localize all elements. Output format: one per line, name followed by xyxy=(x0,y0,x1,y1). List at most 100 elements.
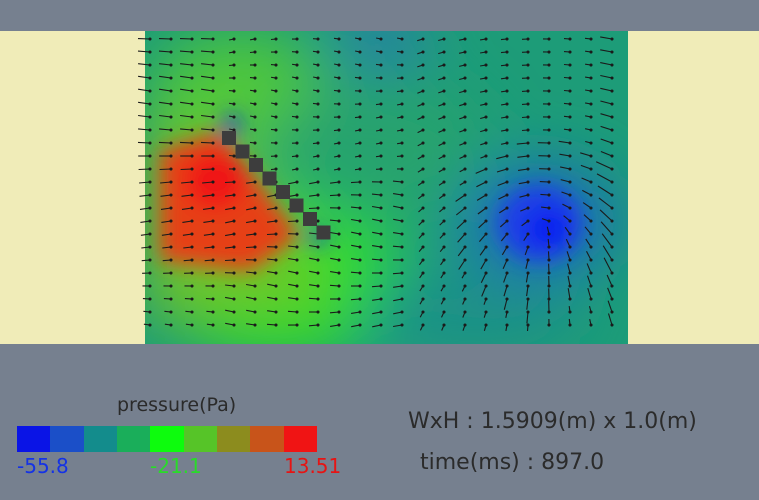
vector-origin xyxy=(484,245,488,249)
velocity-vector xyxy=(181,207,193,210)
vector-origin xyxy=(316,128,320,132)
vector-origin xyxy=(505,115,509,119)
vector-origin xyxy=(232,128,236,132)
velocity-vector xyxy=(180,128,193,131)
vector-origin xyxy=(442,141,446,145)
vector-origin xyxy=(505,167,509,171)
velocity-vector xyxy=(518,181,529,185)
vector-origin xyxy=(568,76,572,80)
vector-origin xyxy=(274,50,278,54)
vector-origin xyxy=(295,284,299,288)
vector-origin xyxy=(253,206,257,210)
vector-origin xyxy=(316,206,320,210)
velocity-vector xyxy=(480,259,487,270)
vector-origin xyxy=(211,310,215,314)
vector-origin xyxy=(547,219,551,223)
vector-origin xyxy=(526,206,530,210)
vector-origin xyxy=(295,193,299,197)
vector-origin xyxy=(421,89,425,93)
vector-origin xyxy=(316,63,320,67)
legend-swatch xyxy=(116,426,151,452)
velocity-vector xyxy=(180,101,193,105)
vector-origin xyxy=(190,89,194,93)
velocity-vector xyxy=(481,285,487,297)
velocity-vector xyxy=(582,202,592,209)
vector-origin xyxy=(442,323,446,327)
velocity-vector xyxy=(596,173,613,183)
vector-origin xyxy=(358,297,362,301)
vector-origin xyxy=(358,284,362,288)
vector-origin xyxy=(274,297,278,301)
obstacle-cell xyxy=(316,225,331,240)
vector-origin xyxy=(169,37,173,41)
vector-origin xyxy=(547,89,551,93)
velocity-vector xyxy=(201,168,214,171)
vector-origin xyxy=(484,193,488,197)
vector-origin xyxy=(169,206,173,210)
vector-origin xyxy=(484,89,488,93)
velocity-vector xyxy=(602,245,613,261)
vector-origin xyxy=(547,50,551,54)
vector-origin xyxy=(253,63,257,67)
vector-origin xyxy=(274,219,278,223)
vector-origin xyxy=(400,76,404,80)
vector-origin xyxy=(526,193,530,197)
vector-origin xyxy=(379,180,383,184)
vector-origin xyxy=(337,115,341,119)
vector-origin xyxy=(358,206,362,210)
vector-origin xyxy=(463,50,467,54)
vector-origin xyxy=(421,219,425,223)
vector-origin xyxy=(358,193,362,197)
vector-origin xyxy=(379,297,383,301)
vector-origin xyxy=(442,219,446,223)
vector-origin xyxy=(358,219,362,223)
vector-origin xyxy=(505,245,509,249)
vector-origin xyxy=(505,50,509,54)
legend-min-label: -55.8 xyxy=(17,454,69,478)
vector-origin xyxy=(589,115,593,119)
vector-origin xyxy=(190,206,194,210)
vector-origin xyxy=(442,76,446,80)
vector-origin xyxy=(337,89,341,93)
vector-origin xyxy=(232,258,236,262)
velocity-vector xyxy=(498,194,508,200)
velocity-vector xyxy=(200,141,214,144)
vector-origin xyxy=(316,297,320,301)
vector-origin xyxy=(421,50,425,54)
vector-origin xyxy=(463,323,467,327)
vector-origin xyxy=(253,284,257,288)
vector-origin xyxy=(253,271,257,275)
vector-origin xyxy=(442,310,446,314)
vector-origin xyxy=(547,323,551,327)
velocity-vector xyxy=(503,298,508,310)
vector-origin xyxy=(505,141,509,145)
vector-origin xyxy=(232,271,236,275)
vector-origin xyxy=(211,323,215,327)
vector-origin xyxy=(190,141,194,145)
vector-origin xyxy=(484,154,488,158)
vector-origin xyxy=(316,102,320,106)
velocity-vector xyxy=(138,75,151,79)
vector-origin xyxy=(190,76,194,80)
velocity-vector xyxy=(201,63,214,66)
vector-origin xyxy=(337,76,341,80)
vector-origin xyxy=(547,284,551,288)
vector-origin xyxy=(379,128,383,132)
vector-origin xyxy=(274,89,278,93)
vector-origin xyxy=(148,63,152,67)
velocity-vector xyxy=(201,128,214,131)
vector-origin xyxy=(547,37,551,41)
vector-origin xyxy=(463,297,467,301)
vector-origin xyxy=(211,115,215,119)
vector-origin xyxy=(211,258,215,262)
velocity-vector xyxy=(455,207,466,216)
vector-origin xyxy=(232,323,236,327)
vector-origin xyxy=(169,63,173,67)
vector-origin xyxy=(169,180,173,184)
vector-origin xyxy=(442,206,446,210)
vector-origin xyxy=(190,297,194,301)
vector-origin xyxy=(295,297,299,301)
vector-origin xyxy=(190,102,194,106)
vector-origin xyxy=(295,258,299,262)
